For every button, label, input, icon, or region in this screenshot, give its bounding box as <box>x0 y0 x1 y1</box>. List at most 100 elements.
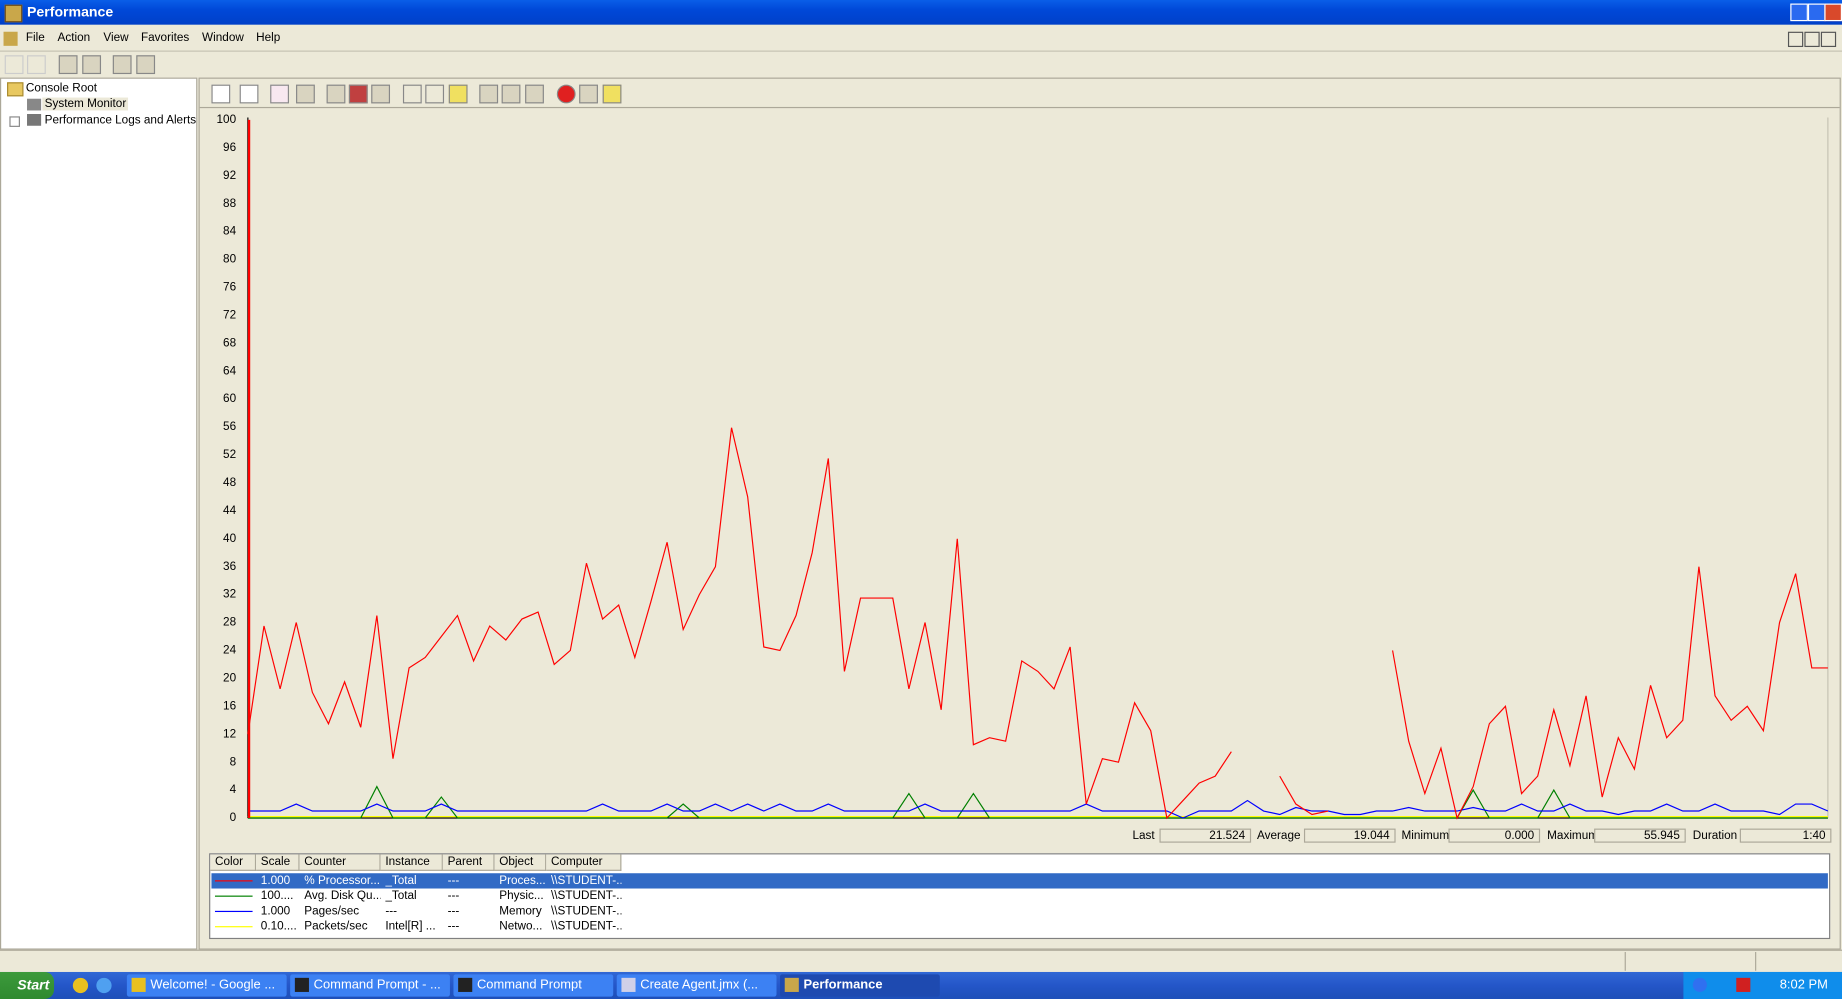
tray-icon[interactable] <box>1692 977 1707 992</box>
taskbar-button[interactable]: Create Agent.jmx (... <box>616 974 777 997</box>
properties[interactable] <box>525 84 544 104</box>
close-button[interactable] <box>1824 3 1842 22</box>
menu-bar: File Action View Favorites Window Help <box>0 26 1842 52</box>
task-icon <box>784 977 799 992</box>
clock: 8:02 PM <box>1779 977 1828 992</box>
series-line <box>247 799 1829 819</box>
clear-display[interactable] <box>239 84 259 104</box>
table-cell: _Total <box>385 889 417 903</box>
folder-icon <box>7 82 24 97</box>
counter-row[interactable]: Pages/sec 1.000 --- --- Memory \\STUDENT-... <box>211 904 1827 919</box>
table-cell: --- <box>447 920 460 934</box>
table-cell: 0.10.... <box>260 920 297 934</box>
column-header[interactable]: Counter <box>299 854 381 871</box>
taskbar-button[interactable]: Command Prompt - ... <box>290 974 450 997</box>
column-header[interactable]: Parent <box>442 854 495 871</box>
freeze-display[interactable] <box>556 84 576 104</box>
y-tick-label: 76 <box>223 281 237 294</box>
counter-row[interactable]: Packets/sec 0.10.... Intel[R] ... --- Netwo.… <box>211 919 1827 934</box>
help-button[interactable] <box>112 55 132 75</box>
window-title: Performance <box>27 3 114 20</box>
view-current[interactable] <box>270 84 289 104</box>
column-header[interactable]: Scale <box>256 854 300 871</box>
taskbar-button[interactable]: Command Prompt <box>453 974 614 997</box>
column-header[interactable]: Color <box>210 854 257 871</box>
table-cell: --- <box>447 904 460 918</box>
table-cell: 1.000 <box>260 874 291 888</box>
paste-counter[interactable] <box>501 84 521 104</box>
minimize-button[interactable] <box>1790 3 1808 22</box>
highlight[interactable] <box>448 84 468 104</box>
table-cell: \\STUDENT-... <box>550 889 622 903</box>
delete-counter[interactable] <box>425 84 445 104</box>
table-cell: Intel[R] ... <box>385 920 436 934</box>
view-histogram[interactable] <box>348 84 368 104</box>
child-close[interactable] <box>1820 31 1837 48</box>
add-counter[interactable] <box>402 84 422 104</box>
menu-item[interactable]: Help <box>256 31 281 45</box>
table-cell: 100.... <box>260 889 294 903</box>
menu-item[interactable]: Window <box>202 31 244 45</box>
series-line <box>247 427 1828 820</box>
menu-item[interactable]: Favorites <box>140 31 190 45</box>
copy-properties[interactable] <box>479 84 499 104</box>
table-cell: --- <box>385 904 398 918</box>
ie-quicklaunch[interactable] <box>96 977 112 994</box>
stat-value: 55.945 <box>1594 828 1686 843</box>
tray-icon[interactable] <box>1736 977 1751 992</box>
view-report[interactable] <box>371 84 391 104</box>
view-graph[interactable] <box>326 84 346 104</box>
view-button[interactable] <box>136 55 156 75</box>
child-minimize[interactable] <box>1787 31 1804 48</box>
taskbar-button[interactable]: Welcome! - Google ... <box>126 974 287 997</box>
y-tick-label: 100 <box>217 113 237 126</box>
tree-item[interactable]: System Monitor <box>42 97 129 111</box>
stat-label: Minimum <box>1401 829 1450 843</box>
child-restore[interactable] <box>1804 31 1820 48</box>
system-tray: 8:02 PM <box>1683 971 1842 999</box>
table-cell: --- <box>447 874 460 888</box>
logs-icon <box>27 114 42 126</box>
table-cell: _Total <box>385 874 417 888</box>
menu-item[interactable]: Action <box>57 31 91 45</box>
start-button[interactable]: Start <box>0 971 55 999</box>
y-tick-label: 80 <box>223 253 237 266</box>
new-counter-set[interactable] <box>211 84 231 104</box>
help[interactable] <box>602 84 622 104</box>
menu-item[interactable]: File <box>25 31 45 45</box>
column-header[interactable]: Object <box>494 854 547 871</box>
tree-button[interactable] <box>82 55 102 75</box>
column-header[interactable]: Computer <box>546 854 622 871</box>
counter-row[interactable]: % Processor... 1.000 _Total --- Proces... \\S… <box>211 873 1828 889</box>
y-tick-label: 72 <box>223 308 236 321</box>
table-cell: Proces... <box>499 874 546 888</box>
view-log[interactable] <box>296 84 315 104</box>
y-tick-label: 56 <box>223 420 237 433</box>
task-icon <box>294 977 309 992</box>
stat-value: 0.000 <box>1448 828 1541 843</box>
forward-button[interactable] <box>27 55 46 75</box>
back-button[interactable] <box>4 55 24 75</box>
expand-box[interactable] <box>9 116 20 127</box>
update-data[interactable] <box>579 84 598 104</box>
table-cell: \\STUDENT-... <box>550 904 622 918</box>
tree-item[interactable]: Performance Logs and Alerts <box>44 114 197 127</box>
tree-item[interactable]: Console Root <box>25 82 98 96</box>
up-button[interactable] <box>58 55 78 75</box>
mmc-icon <box>3 31 18 46</box>
counter-row[interactable]: Avg. Disk Qu... 100.... _Total --- Physic...… <box>211 889 1827 904</box>
table-cell: --- <box>447 889 460 903</box>
column-header[interactable]: Instance <box>380 854 443 871</box>
counter-name: Packets/sec <box>304 920 368 934</box>
chrome-quicklaunch[interactable] <box>72 977 89 994</box>
status-divider <box>1624 951 1626 971</box>
taskbar-button[interactable]: Performance <box>780 974 940 997</box>
console-tree: Console Root System Monitor Performance … <box>0 77 198 950</box>
y-tick-label: 20 <box>223 671 237 684</box>
y-tick-label: 60 <box>223 392 237 405</box>
y-tick-label: 28 <box>223 616 237 629</box>
menu-item[interactable]: View <box>103 31 129 45</box>
table-cell: 1.000 <box>260 904 291 918</box>
counter-name: Avg. Disk Qu... <box>304 889 381 903</box>
